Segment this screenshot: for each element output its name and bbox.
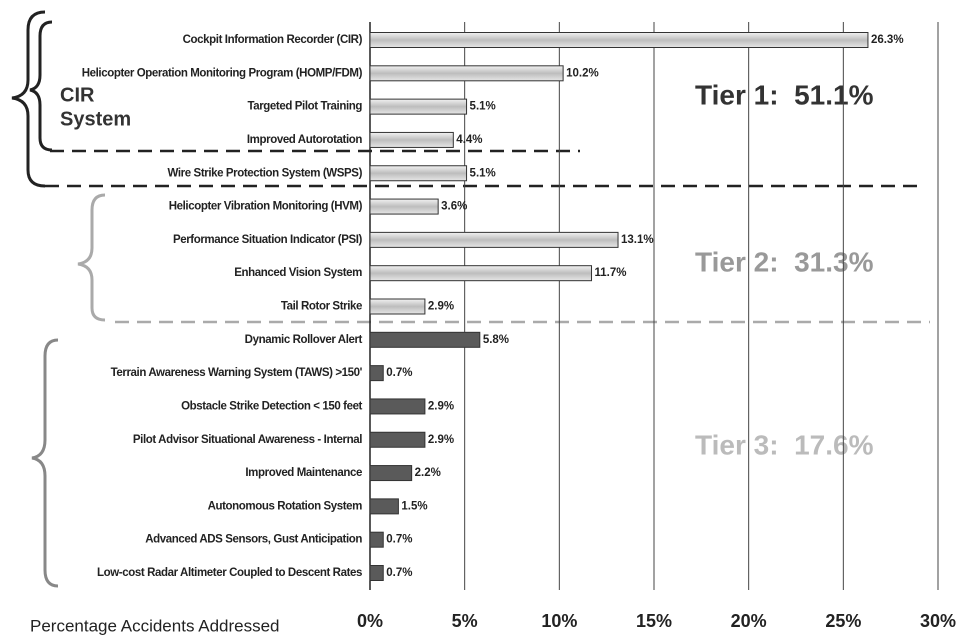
category-label: Wire Strike Protection System (WSPS) (168, 167, 363, 179)
value-label: 0.7% (386, 534, 412, 546)
brace (31, 338, 59, 588)
x-tick-label: 0% (357, 611, 383, 631)
category-label: Obstacle Strike Detection < 150 feet (181, 400, 362, 412)
brace (29, 20, 53, 152)
annotation: Tier 3: 17.6% (695, 429, 874, 460)
value-label: 5.8% (483, 334, 509, 346)
bar (369, 531, 384, 548)
category-label: Helicopter Operation Monitoring Program … (82, 67, 363, 79)
bar (369, 231, 619, 248)
value-label: 10.2% (566, 67, 599, 79)
brace (77, 193, 106, 322)
value-label: 2.9% (428, 400, 454, 412)
x-tick-label: 20% (731, 611, 767, 631)
bar (369, 131, 454, 148)
bar (369, 32, 869, 48)
value-label: 2.9% (428, 434, 454, 446)
x-tick-label: 10% (541, 611, 577, 631)
bar (369, 65, 564, 82)
annotation: Tier 2: 31.3% (695, 246, 874, 277)
value-label: 2.2% (415, 467, 441, 479)
x-tick-label: 15% (636, 611, 672, 631)
category-label: Low-cost Radar Altimeter Coupled to Desc… (97, 567, 362, 579)
value-label: 5.1% (470, 101, 496, 113)
category-label: Cockpit Information Recorder (CIR) (183, 34, 363, 46)
category-label: Enhanced Vision System (234, 267, 362, 279)
bar (369, 198, 439, 215)
category-label: Tail Rotor Strike (281, 301, 362, 313)
category-label: Improved Autorotation (247, 134, 362, 146)
annotation: CIR (60, 84, 95, 106)
annotation: Tier 1: 51.1% (695, 79, 874, 110)
category-label: Terrain Awareness Warning System (TAWS) … (111, 367, 363, 379)
value-label: 0.7% (386, 367, 412, 379)
value-label: 26.3% (871, 34, 904, 46)
category-label: Helicopter Vibration Monitoring (HVM) (169, 201, 363, 213)
value-label: 3.6% (441, 201, 467, 213)
value-label: 0.7% (386, 567, 412, 579)
bar (369, 165, 468, 182)
category-label: Improved Maintenance (245, 467, 362, 479)
value-label: 4.4% (456, 134, 482, 146)
x-tick-label: 30% (920, 611, 956, 631)
bar (369, 398, 426, 415)
bar (369, 265, 593, 282)
bar (369, 431, 426, 448)
value-label: 1.5% (401, 500, 427, 512)
value-label: 2.9% (428, 301, 454, 313)
x-tick-label: 5% (452, 611, 478, 631)
bar (369, 98, 468, 115)
category-label: Advanced ADS Sensors, Gust Anticipation (145, 534, 362, 546)
category-label: Targeted Pilot Training (247, 101, 362, 113)
bar (369, 331, 481, 348)
bar (369, 498, 399, 515)
category-label: Performance Situation Indicator (PSI) (173, 234, 363, 246)
value-label: 13.1% (621, 234, 654, 246)
brace (11, 10, 46, 188)
category-label: Pilot Advisor Situational Awareness - In… (133, 434, 362, 446)
category-label: Autonomous Rotation System (208, 500, 363, 512)
value-label: 5.1% (470, 167, 496, 179)
value-label: 11.7% (595, 267, 627, 279)
x-axis-title: Percentage Accidents Addressed (30, 616, 280, 635)
bar (369, 465, 413, 482)
category-label: Dynamic Rollover Alert (245, 334, 363, 346)
bar (369, 298, 426, 315)
annotation: System (60, 108, 131, 130)
bar (369, 365, 384, 382)
bar (369, 565, 384, 581)
x-tick-label: 25% (825, 611, 861, 631)
